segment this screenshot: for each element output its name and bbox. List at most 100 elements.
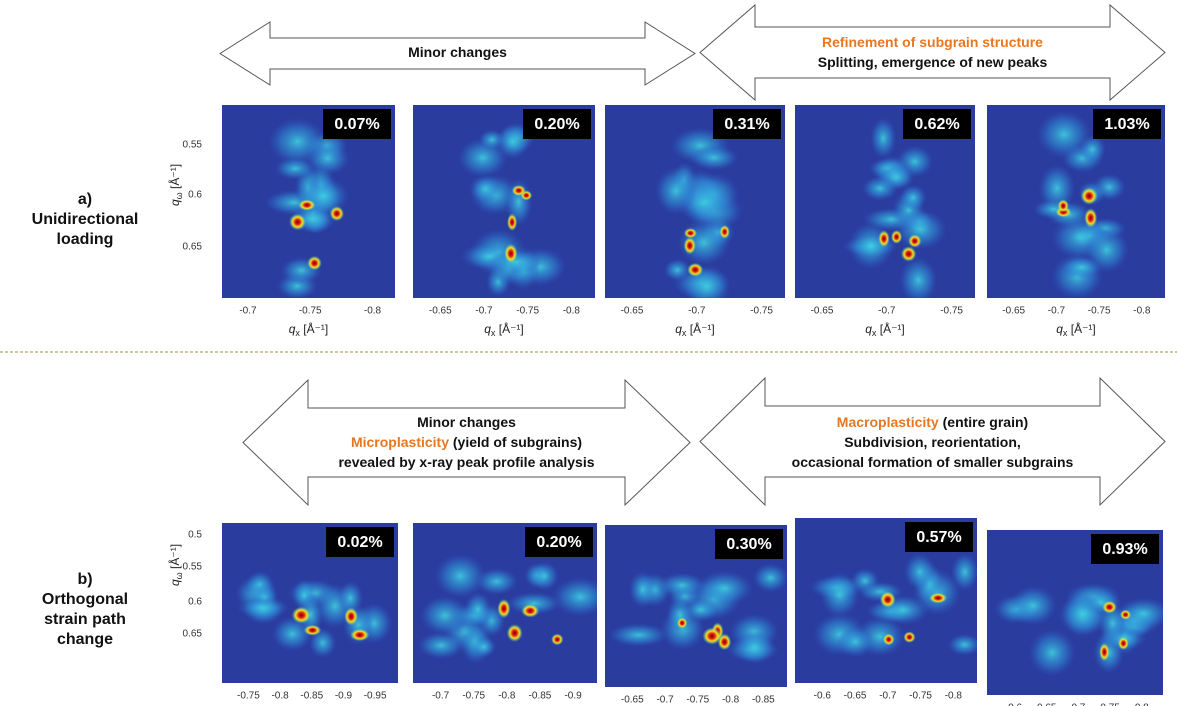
x-tick-label: -0.7	[239, 306, 257, 317]
intensity-peak	[330, 206, 344, 221]
strain-label: 1.03%	[1104, 116, 1149, 133]
strain-label: 0.30%	[726, 536, 771, 553]
x-tick-label: -0.8	[364, 306, 382, 317]
row-label: loading	[57, 231, 114, 248]
intensity-peak	[684, 228, 697, 238]
intensity-glow	[690, 145, 738, 170]
intensity-peak	[901, 246, 916, 261]
arrow-text-segment: Refinement of subgrain structure	[822, 34, 1043, 50]
arrow-text: Microplasticity (yield of subgrains)	[351, 434, 582, 450]
intensity-glow	[275, 157, 315, 180]
arrow-text-segment: revealed by x-ray peak profile analysis	[338, 454, 594, 470]
axis-label: qω [Å⁻¹]	[167, 164, 184, 206]
x-tick-label: -0.75	[462, 691, 485, 702]
x-tick-label: -0.75	[1097, 703, 1120, 706]
axis-label: qx [Å⁻¹]	[484, 321, 524, 338]
arrow-text: Splitting, emergence of new peaks	[818, 54, 1048, 70]
intensity-peak	[507, 213, 517, 231]
arrow-text-segment: subgrains	[510, 434, 577, 450]
x-tick-label: -0.8	[1132, 703, 1150, 706]
intensity-peak	[521, 604, 539, 617]
x-tick-label: -0.8	[563, 306, 581, 317]
intensity-peak	[1084, 208, 1097, 227]
x-tick-label: -0.75	[940, 306, 963, 317]
row-label: change	[57, 631, 113, 648]
arrow-text-segment: Minor changes	[417, 414, 516, 430]
arrow-text-segment: occasional formation of smaller subgrain…	[792, 454, 1074, 470]
intensity-peak	[903, 631, 915, 642]
intensity-peak	[304, 625, 322, 636]
axis-label: qω [Å⁻¹]	[167, 544, 184, 586]
x-tick-label: -0.65	[811, 306, 834, 317]
row-label: Orthogonal	[42, 591, 128, 608]
axis-unit: [Å⁻¹]	[876, 321, 904, 336]
x-tick-label: -0.7	[475, 306, 493, 317]
x-tick-label: -0.75	[1088, 306, 1111, 317]
intensity-peak	[891, 230, 902, 244]
intensity-glow	[655, 167, 696, 215]
strain-label: 0.93%	[1102, 541, 1147, 558]
intensity-peak	[512, 185, 526, 196]
x-tick-label: -0.75	[516, 306, 539, 317]
intensity-glow	[530, 561, 559, 590]
intensity-peak	[307, 256, 322, 270]
figure: a)UnidirectionalloadingMinor changesRefi…	[0, 0, 1177, 706]
x-tick-label: -0.7	[879, 691, 897, 702]
axis-label: qx [Å⁻¹]	[675, 321, 715, 338]
intensity-glow	[609, 623, 669, 646]
x-tick-label: -0.7	[1068, 703, 1086, 706]
intensity-peak	[908, 234, 921, 247]
intensity-peak	[289, 214, 306, 230]
x-tick-label: -0.75	[299, 306, 322, 317]
intensity-glow	[735, 630, 774, 664]
double-arrow	[700, 5, 1165, 100]
arrow-text-segment: , reorientation,	[924, 434, 1021, 450]
intensity-peak	[1118, 637, 1129, 650]
axis-subscript: ω	[174, 192, 184, 199]
intensity-glow	[1037, 110, 1091, 158]
x-tick-label: -0.75	[750, 306, 773, 317]
arrow-text: Macroplasticity (entire grain)	[837, 414, 1028, 430]
arrow-text-segment: Subdivision	[844, 434, 923, 450]
intensity-peak	[298, 199, 315, 210]
intensity-peak	[292, 607, 311, 624]
intensity-glow	[1093, 174, 1126, 201]
x-tick-label: -0.65	[844, 691, 867, 702]
intensity-peak	[350, 629, 369, 641]
intensity-peak	[929, 593, 947, 604]
x-tick-label: -0.9	[335, 691, 353, 702]
y-tick-label: 0.65	[183, 629, 203, 640]
axis-unit: [Å⁻¹]	[495, 321, 523, 336]
axis-label: qx [Å⁻¹]	[1056, 321, 1096, 338]
intensity-glow	[418, 632, 464, 659]
x-tick-label: -0.6	[1005, 703, 1023, 706]
intensity-glow	[420, 596, 469, 635]
x-tick-label: -0.8	[498, 691, 516, 702]
intensity-peak	[677, 617, 688, 628]
intensity-peak	[1102, 601, 1117, 614]
intensity-glow	[469, 175, 501, 203]
x-tick-label: -0.75	[686, 695, 709, 706]
y-tick-label: 0.55	[183, 562, 203, 573]
intensity-glow	[862, 176, 898, 200]
intensity-glow	[472, 637, 497, 658]
intensity-glow	[899, 257, 937, 303]
intensity-glow	[837, 626, 874, 657]
y-tick-label: 0.5	[188, 530, 202, 541]
intensity-glow	[870, 118, 896, 159]
intensity-glow	[1029, 629, 1076, 676]
axis-unit: [Å⁻¹]	[167, 164, 182, 192]
arrow-text-segment: )	[577, 434, 582, 450]
axis-unit: [Å⁻¹]	[300, 321, 328, 336]
row-label: b)	[77, 571, 92, 588]
arrow-text-segment: Minor changes	[408, 44, 507, 60]
y-tick-label: 0.6	[188, 190, 202, 201]
arrow-text: Subdivision, reorientation,	[844, 434, 1021, 450]
row-label: a)	[78, 191, 92, 208]
y-tick-label: 0.55	[183, 140, 203, 151]
arrow-text: Minor changes	[408, 44, 507, 60]
intensity-glow	[948, 634, 982, 656]
intensity-glow	[904, 553, 935, 590]
x-tick-label: -0.8	[1133, 306, 1151, 317]
x-tick-label: -0.65	[1002, 306, 1025, 317]
